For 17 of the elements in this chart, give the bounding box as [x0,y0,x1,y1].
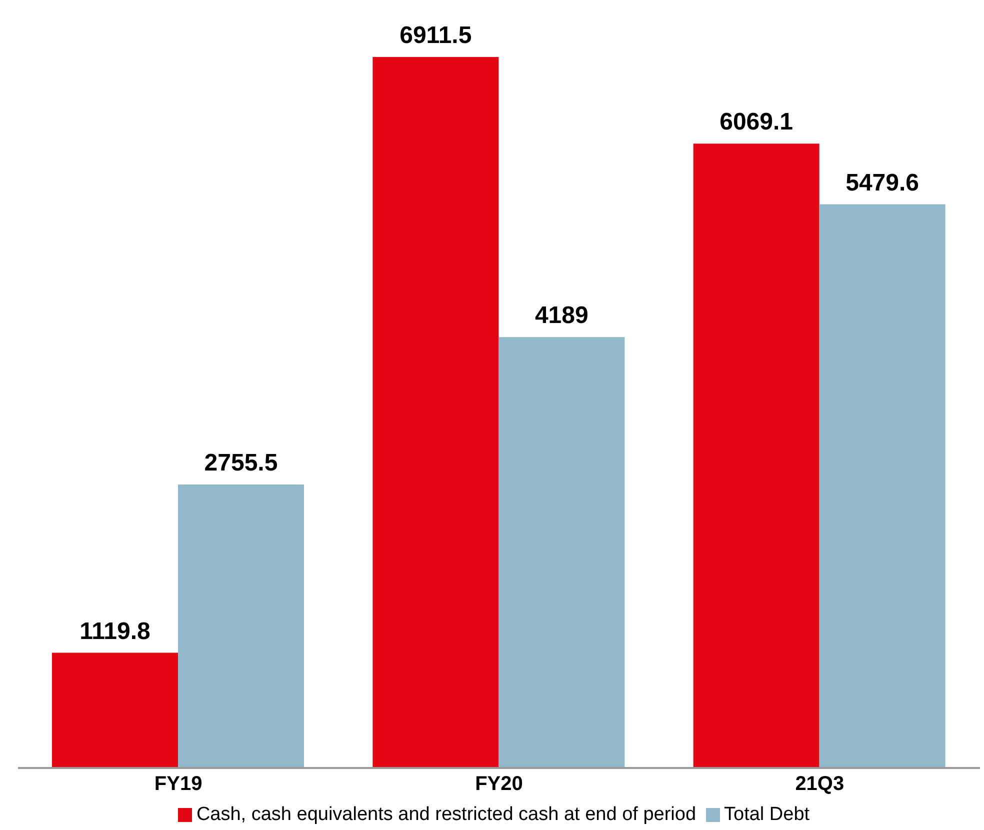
data-label: 2755.5 [204,450,278,477]
data-label: 4189 [534,302,588,330]
bar [693,144,820,768]
legend-label: Cash, cash equivalents and restricted cash at end of period [196,804,696,825]
data-label: 6069.1 [720,108,794,136]
legend-label: Total Debt [724,804,810,825]
bar [178,484,304,768]
data-label: 1119.8 [80,618,150,645]
bar [498,337,625,768]
bar [372,57,499,768]
x-tick-label: 21Q3 [795,773,844,796]
bar [819,204,946,768]
data-label: 5479.6 [846,169,920,196]
bar [52,652,178,768]
x-tick-label: FY20 [475,773,523,796]
data-label: 6911.5 [400,22,472,49]
x-tick-label: FY19 [154,773,202,796]
